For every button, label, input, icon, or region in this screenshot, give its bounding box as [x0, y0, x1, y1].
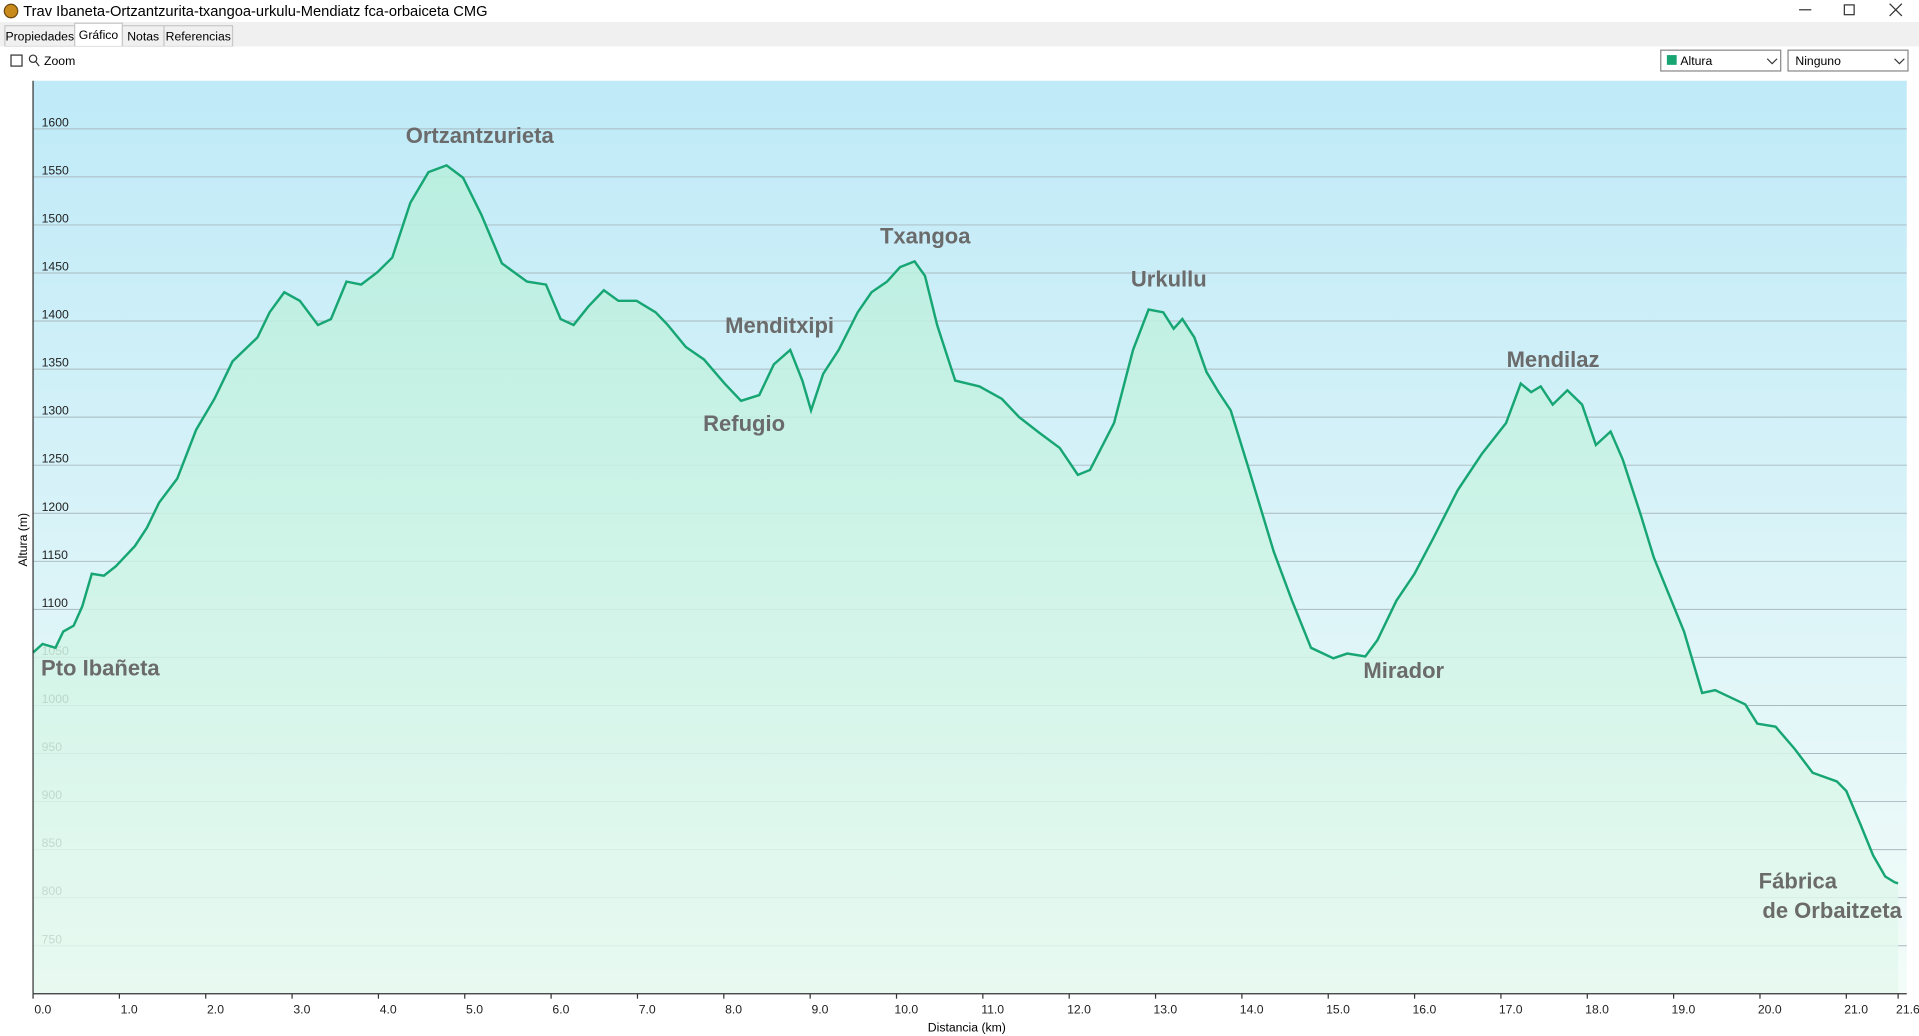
close-button[interactable] [1889, 3, 1903, 17]
x-tick-label: 21.6 [1896, 1002, 1919, 1016]
peak-annotation: Menditxipi [725, 313, 834, 338]
x-tick-label: 16.0 [1412, 1002, 1436, 1016]
zoom-icon-handle [35, 60, 40, 67]
peak-annotation: Urkullu [1131, 266, 1207, 291]
elevation-area [33, 165, 1899, 994]
x-tick-label: 4.0 [380, 1002, 397, 1016]
peak-annotation: Mendilaz [1507, 347, 1600, 372]
x-tick-label: 17.0 [1499, 1002, 1523, 1016]
x-tick-label: 0.0 [34, 1002, 51, 1016]
x-tick-label: 21.0 [1844, 1002, 1868, 1016]
y-tick-label: 1450 [42, 260, 69, 274]
x-tick-label: 18.0 [1585, 1002, 1609, 1016]
x-tick-label: 15.0 [1326, 1002, 1350, 1016]
x-tick-label: 1.0 [121, 1002, 138, 1016]
x-tick-label: 13.0 [1153, 1002, 1177, 1016]
peak-annotation: Txangoa [880, 224, 971, 249]
tab-label: Gráfico [79, 28, 119, 42]
series-dropdown-text: Altura [1680, 54, 1712, 68]
x-tick-label: 14.0 [1240, 1002, 1264, 1016]
x-tick-label: 6.0 [552, 1002, 569, 1016]
secondary-dropdown[interactable] [1787, 49, 1909, 72]
peak-annotation: de Orbaitzeta [1762, 898, 1902, 923]
y-tick-label: 1250 [42, 452, 69, 466]
y-tick-label: 1550 [42, 163, 69, 177]
x-tick-label: 2.0 [207, 1002, 224, 1016]
x-tick-label: 7.0 [639, 1002, 656, 1016]
x-tick-label: 20.0 [1758, 1002, 1782, 1016]
peak-annotation: Pto Ibañeta [41, 656, 160, 681]
restore-button[interactable] [1843, 4, 1855, 16]
y-tick-label: 1350 [42, 356, 69, 370]
x-tick-label: 11.0 [981, 1002, 1004, 1016]
x-tick-label: 19.0 [1672, 1002, 1696, 1016]
dropdown-arrow [1766, 58, 1778, 65]
tab-label: Propiedades [5, 29, 74, 43]
title-bar [0, 0, 1919, 23]
x-tick-label: 9.0 [811, 1002, 828, 1016]
zoom-label: Zoom [44, 54, 75, 68]
y-tick-label: 1300 [42, 404, 69, 418]
y-tick-label: 1500 [42, 211, 69, 225]
x-tick-label: 8.0 [725, 1002, 742, 1016]
y-tick-label: 1150 [42, 548, 68, 562]
window-title: Trav Ibaneta-Ortzantzurita-txangoa-urkul… [23, 4, 487, 20]
y-tick-label: 1400 [42, 308, 69, 322]
zoom-icon [28, 54, 38, 64]
secondary-dropdown-text: Ninguno [1795, 54, 1841, 68]
peak-annotation: Ortzantzurieta [406, 123, 555, 148]
tab-strip [0, 22, 1919, 47]
peak-annotation: Fábrica [1759, 869, 1838, 894]
app-icon [3, 3, 19, 19]
x-tick-label: 3.0 [293, 1002, 310, 1016]
tab-label: Notas [127, 29, 159, 43]
y-tick-label: 1200 [42, 500, 69, 514]
series-swatch [1666, 55, 1677, 65]
y-tick-label: 1100 [42, 596, 68, 610]
y-axis-label: Altura (m) [16, 513, 30, 567]
x-tick-label: 5.0 [466, 1002, 483, 1016]
x-tick-label: 12.0 [1067, 1002, 1091, 1016]
y-tick-label: 1600 [42, 115, 69, 129]
tab-label: Referencias [166, 29, 231, 43]
zoom-checkbox[interactable] [10, 54, 23, 67]
series-dropdown[interactable] [1660, 49, 1782, 72]
x-axis-label: Distancia (km) [928, 1021, 1006, 1035]
elevation-line [32, 163, 1899, 885]
peak-annotation: Mirador [1363, 658, 1444, 683]
x-tick-label: 10.0 [894, 1002, 918, 1016]
peak-annotation: Refugio [703, 411, 785, 436]
dropdown-arrow [1894, 58, 1905, 65]
